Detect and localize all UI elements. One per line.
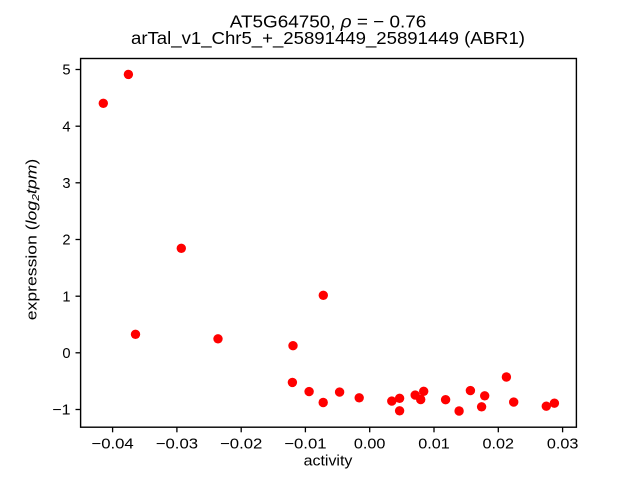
svg-text:−1: −1 xyxy=(52,403,70,419)
svg-text:expression (log2tpm): expression (log2tpm) xyxy=(25,159,43,321)
svg-text:0.01: 0.01 xyxy=(418,436,450,452)
svg-text:3: 3 xyxy=(62,176,70,192)
svg-text:0.00: 0.00 xyxy=(354,436,386,452)
svg-text:activity: activity xyxy=(304,454,354,470)
svg-text:1: 1 xyxy=(62,289,70,305)
svg-text:−0.04: −0.04 xyxy=(91,436,133,452)
svg-text:0.02: 0.02 xyxy=(483,436,515,452)
svg-text:2: 2 xyxy=(62,233,70,249)
svg-text:AT5G64750, ρ = − 0.76: AT5G64750, ρ = − 0.76 xyxy=(230,11,427,31)
svg-text:5: 5 xyxy=(62,63,70,79)
svg-text:−0.01: −0.01 xyxy=(284,436,326,452)
svg-text:arTal_v1_Chr5_+_25891449_25891: arTal_v1_Chr5_+_25891449_25891449 (ABR1) xyxy=(131,28,525,49)
svg-text:−0.02: −0.02 xyxy=(220,436,262,452)
svg-text:−0.03: −0.03 xyxy=(156,436,198,452)
svg-text:0: 0 xyxy=(62,346,70,362)
svg-text:4: 4 xyxy=(62,119,70,135)
svg-text:0.03: 0.03 xyxy=(547,436,579,452)
